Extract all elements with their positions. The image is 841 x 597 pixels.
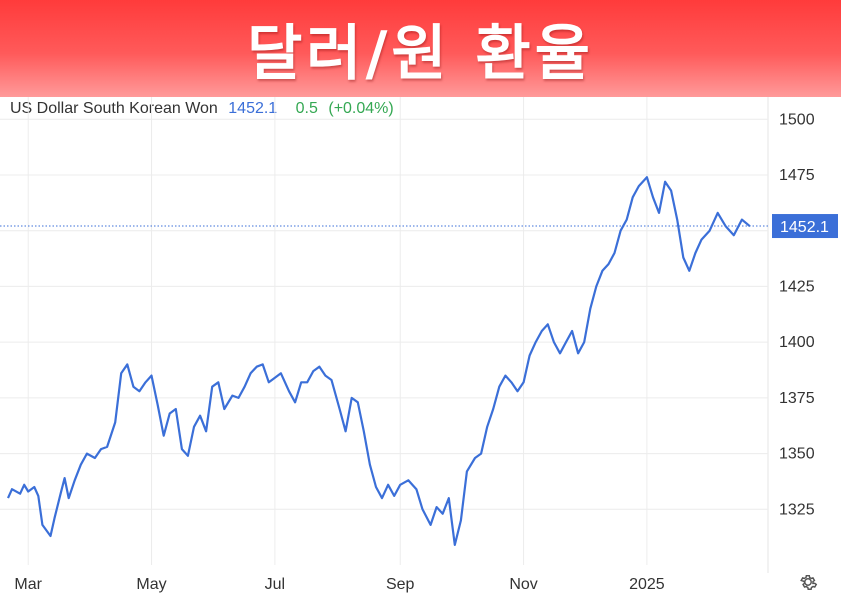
title-banner: 달러/원 환율 [0, 0, 841, 97]
banner-title: 달러/원 환율 [247, 19, 594, 89]
fx-line-chart[interactable]: 13251350137514001425145014751500 MarMayJ… [0, 97, 841, 595]
last-value-label: 1452.1 [780, 219, 829, 236]
gear-icon [800, 574, 818, 590]
series-line [6, 176, 751, 546]
y-tick-label: 1375 [779, 390, 815, 407]
chart-legend: US Dollar South Korean Won 1452.1 0.5 (+… [10, 100, 400, 120]
grid-layer [0, 97, 769, 573]
x-tick-label: 2025 [629, 576, 665, 593]
last-value-badge [772, 214, 838, 239]
y-tick-label: 1400 [779, 334, 815, 351]
x-tick-label: Sep [386, 576, 415, 593]
settings-button[interactable] [797, 571, 819, 593]
y-tick-label: 1500 [779, 111, 815, 128]
legend-symbol-name: US Dollar South Korean Won [10, 100, 218, 117]
x-tick-label: Mar [14, 576, 42, 593]
x-tick-label: May [136, 576, 166, 593]
legend-change: 0.5 [295, 100, 318, 117]
y-tick-label: 1425 [779, 278, 815, 295]
y-tick-label: 1475 [779, 167, 815, 184]
x-axis: Mar May Jul Sep Nov 2025 [14, 576, 664, 593]
x-tick-label: Jul [265, 576, 285, 593]
legend-change-pct: (+0.04%) [328, 100, 394, 117]
x-tick-label: Nov [509, 576, 537, 593]
y-tick-label: 1350 [779, 446, 815, 463]
series-layer [6, 176, 751, 546]
y-tick-label: 1325 [779, 501, 815, 518]
y-axis: 13251350137514001425145014751500 [779, 111, 815, 518]
last-value-layer: 1452.1 [772, 214, 838, 239]
legend-price: 1452.1 [228, 100, 278, 117]
